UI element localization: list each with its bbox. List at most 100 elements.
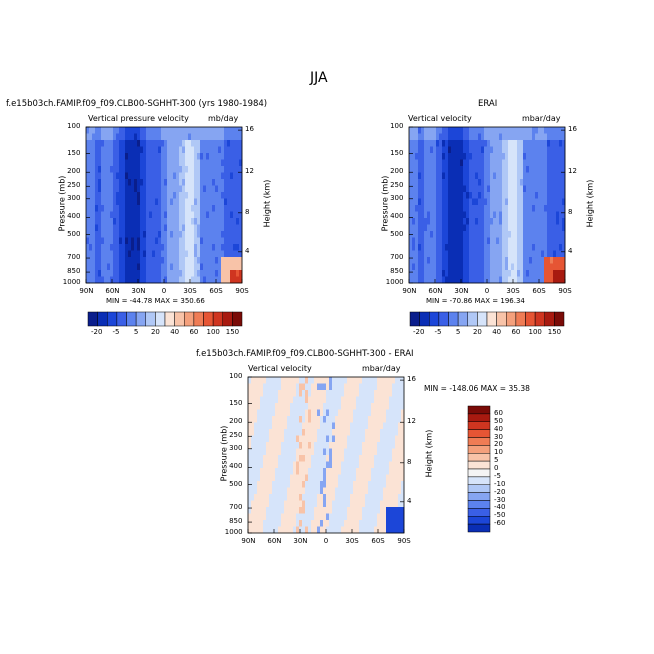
contour-cell	[538, 211, 542, 219]
contour-cell	[137, 276, 141, 284]
contour-cell	[380, 481, 384, 488]
contour-cell	[281, 474, 285, 482]
contour-cell	[98, 192, 102, 199]
contour-cell	[110, 237, 114, 245]
contour-cell	[314, 448, 318, 456]
contour-cell	[421, 133, 425, 141]
contour-cell	[562, 185, 566, 193]
contour-cell	[448, 257, 452, 264]
contour-cell	[299, 520, 303, 527]
contour-cell	[89, 231, 93, 238]
contour-cell	[95, 140, 99, 147]
contour-cell	[251, 422, 255, 430]
contour-cell	[508, 270, 512, 277]
colorbar-swatch	[135, 311, 146, 327]
contour-cell	[299, 429, 303, 436]
contour-cell	[559, 140, 563, 147]
contour-cell	[445, 270, 449, 277]
contour-cell	[523, 244, 527, 251]
contour-cell	[502, 231, 506, 238]
contour-cell	[478, 237, 482, 245]
colorbar-swatch	[212, 311, 223, 327]
contour-cell	[547, 244, 551, 251]
contour-cell	[179, 244, 183, 251]
contour-cell	[374, 377, 378, 384]
contour-cell	[529, 166, 533, 173]
contour-cell	[257, 383, 261, 391]
contour-cell	[469, 244, 473, 251]
contour-cell	[466, 140, 470, 147]
contour-cell	[553, 172, 557, 180]
contour-cell	[338, 409, 342, 417]
contour-cell	[107, 179, 111, 186]
contour-cell	[209, 224, 213, 232]
contour-cell	[463, 270, 467, 277]
contour-cell	[263, 455, 267, 462]
contour-cell	[415, 127, 419, 134]
contour-cell	[227, 211, 231, 219]
contour-cell	[484, 133, 488, 141]
contour-cell	[281, 377, 285, 384]
contour-cell	[520, 211, 524, 219]
contour-cell	[338, 416, 342, 423]
contour-cell	[374, 513, 378, 521]
contour-cell	[383, 442, 387, 449]
contour-cell	[532, 133, 536, 141]
contour-cell	[544, 218, 548, 225]
contour-cell	[475, 198, 479, 206]
contour-cell	[101, 205, 105, 212]
contour-cell	[475, 140, 479, 147]
contour-cell	[395, 481, 399, 488]
contour-cell	[445, 140, 449, 147]
contour-cell	[556, 127, 560, 134]
contour-cell	[541, 172, 545, 180]
contour-cell	[131, 244, 135, 251]
contour-cell	[266, 513, 270, 521]
contour-cell	[197, 270, 201, 277]
contour-cell	[185, 133, 189, 141]
contour-cell	[323, 481, 327, 488]
contour-cell	[490, 159, 494, 167]
contour-cell	[347, 409, 351, 417]
contour-cell	[496, 140, 500, 147]
contour-cell	[442, 250, 446, 258]
contour-cell	[302, 403, 306, 410]
contour-cell	[559, 185, 563, 193]
contour-cell	[119, 211, 123, 219]
contour-cell	[490, 146, 494, 154]
contour-cell	[415, 185, 419, 193]
contour-cell	[547, 146, 551, 154]
contour-cell	[224, 231, 228, 238]
contour-cell	[131, 276, 135, 284]
contour-cell	[544, 172, 548, 180]
contour-cell	[89, 237, 93, 245]
contour-cell	[457, 244, 461, 251]
contour-cell	[182, 159, 186, 167]
contour-cell	[98, 179, 102, 186]
contour-cell	[116, 153, 120, 160]
contour-cell	[164, 127, 168, 134]
contour-cell	[478, 270, 482, 277]
contour-cell	[308, 442, 312, 449]
contour-cell	[496, 244, 500, 251]
contour-cell	[418, 179, 422, 186]
contour-cell	[484, 192, 488, 199]
contour-cell	[293, 526, 297, 534]
contour-cell	[350, 507, 354, 514]
contour-cell	[427, 224, 431, 232]
contour-cell	[499, 133, 503, 141]
contour-cell	[511, 192, 515, 199]
contour-cell	[221, 263, 225, 271]
contour-cell	[254, 403, 258, 410]
contour-cell	[149, 192, 153, 199]
contour-cell	[275, 461, 279, 469]
contour-cell	[502, 133, 506, 141]
contour-cell	[481, 192, 485, 199]
contour-cell	[448, 198, 452, 206]
contour-cell	[418, 198, 422, 206]
contour-cell	[221, 231, 225, 238]
contour-cell	[206, 159, 210, 167]
contour-cell	[520, 276, 524, 284]
contour-cell	[424, 276, 428, 284]
contour-cell	[89, 276, 93, 284]
